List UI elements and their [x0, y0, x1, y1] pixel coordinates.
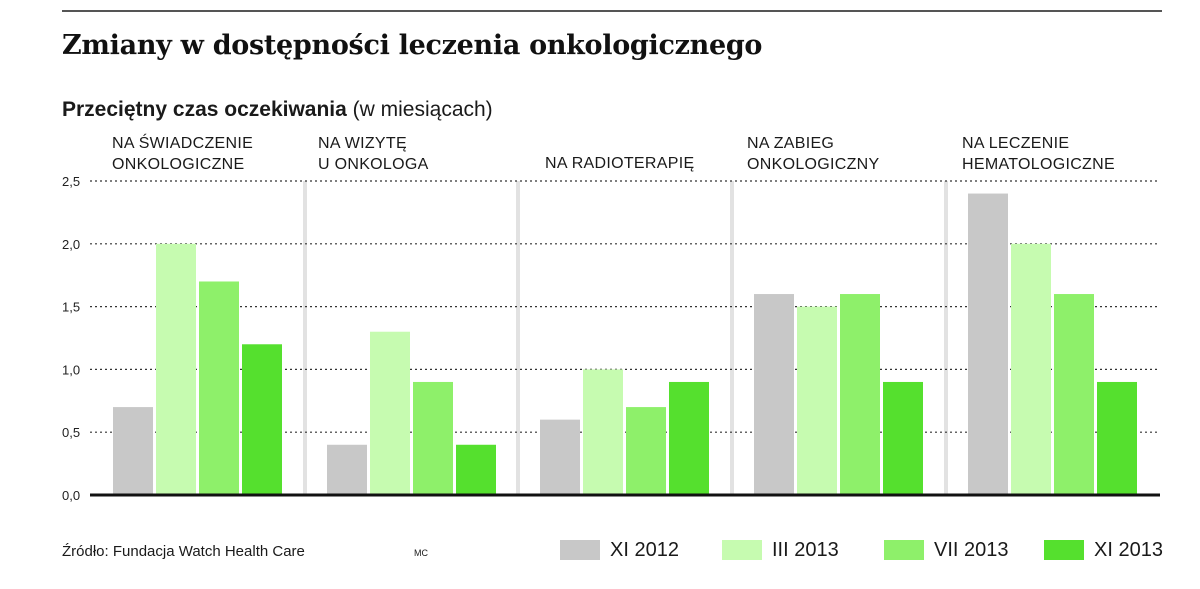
legend-label: III 2013	[772, 538, 839, 561]
bar	[370, 331, 410, 495]
bar	[327, 444, 367, 495]
bar	[1054, 294, 1094, 495]
top-rule	[62, 10, 1162, 12]
legend-item: XI 2012	[560, 536, 679, 564]
bar	[113, 407, 153, 495]
bar	[540, 419, 580, 495]
category-label: ONKOLOGICZNE	[112, 156, 245, 173]
legend-label: XI 2013	[1094, 538, 1163, 561]
group-separator	[944, 181, 948, 495]
legend-label: VII 2013	[934, 538, 1009, 561]
bar	[583, 369, 623, 495]
group-separator	[516, 181, 520, 495]
subtitle-bold: Przeciętny czas oczekiwania	[62, 98, 347, 121]
bar	[1011, 243, 1051, 495]
y-tick-label: 0,5	[62, 425, 80, 440]
y-tick-label: 2,0	[62, 237, 80, 252]
y-tick-label: 1,5	[62, 300, 80, 315]
bar	[669, 381, 709, 495]
bar	[156, 243, 196, 495]
bar	[797, 306, 837, 495]
bar	[626, 407, 666, 495]
bar	[1097, 381, 1137, 495]
category-label: NA RADIOTERAPIĘ	[545, 155, 694, 172]
chart-subtitle: Przeciętny czas oczekiwania (w miesiącac…	[62, 98, 493, 122]
category-label: U ONKOLOGA	[318, 156, 429, 173]
bar	[199, 281, 239, 495]
chart-title: Zmiany w dostępności leczenia onkologicz…	[62, 30, 763, 61]
source-note: Źródło: Fundacja Watch Health Care	[62, 543, 305, 560]
author-credit: MC	[414, 548, 428, 558]
bar	[754, 294, 794, 495]
legend-item: VII 2013	[884, 536, 1009, 564]
bar	[883, 381, 923, 495]
group-separator	[730, 181, 734, 495]
bar	[968, 193, 1008, 495]
category-label: NA LECZENIE	[962, 135, 1069, 152]
category-label: ONKOLOGICZNY	[747, 156, 880, 173]
y-tick-label: 2,5	[62, 174, 80, 189]
legend-item: III 2013	[722, 536, 839, 564]
category-label: NA WIZYTĘ	[318, 135, 407, 152]
bar	[242, 344, 282, 495]
category-label: NA ŚWIADCZENIE	[112, 133, 253, 152]
legend-swatch	[1044, 540, 1084, 560]
category-label: HEMATOLOGICZNE	[962, 156, 1115, 173]
bar	[413, 381, 453, 495]
legend-label: XI 2012	[610, 538, 679, 561]
y-tick-label: 1,0	[62, 362, 80, 377]
group-separator	[303, 181, 307, 495]
legend-swatch	[884, 540, 924, 560]
bar	[456, 444, 496, 495]
category-label: NA ZABIEG	[747, 135, 834, 152]
legend-item: XI 2013	[1044, 536, 1163, 564]
y-tick-label: 0,0	[62, 488, 80, 503]
subtitle-unit: (w miesiącach)	[346, 98, 493, 121]
bar	[840, 294, 880, 495]
legend-swatch	[722, 540, 762, 560]
legend-swatch	[560, 540, 600, 560]
